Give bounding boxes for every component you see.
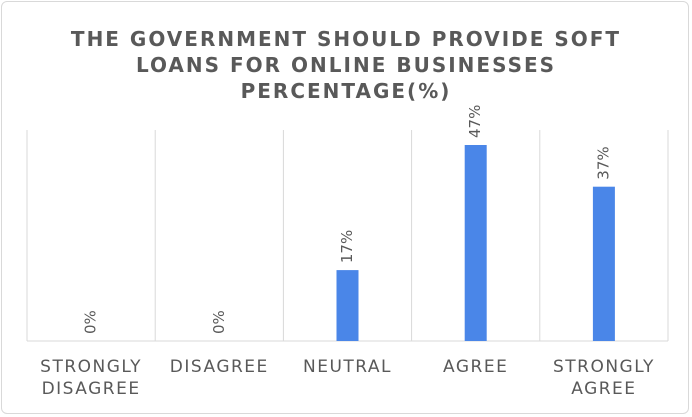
chart-title-line-2: LOANS FOR ONLINE BUSINESSES	[135, 53, 557, 77]
category-label-4-1: AGREE	[571, 379, 636, 399]
category-label-3-0: AGREE	[443, 357, 508, 377]
chart-title-line-3: PERCENTAGE(%)	[240, 79, 452, 103]
data-label-2: 17%	[338, 230, 356, 263]
bar-4	[592, 186, 615, 341]
category-label-4-0: STRONGLY	[553, 357, 655, 377]
data-label-3: 47%	[466, 105, 484, 138]
bar-2	[336, 270, 359, 341]
data-label-1: 0%	[210, 310, 228, 334]
category-label-1-0: DISAGREE	[170, 357, 269, 377]
category-label-0-1: DISAGREE	[42, 379, 141, 399]
bar-3	[464, 145, 487, 341]
chart-title-line-1: THE GOVERNMENT SHOULD PROVIDE SOFT	[70, 27, 622, 51]
chart-title: THE GOVERNMENT SHOULD PROVIDE SOFT LOANS…	[0, 26, 692, 104]
data-label-0: 0%	[82, 310, 100, 334]
category-label-2-0: NEUTRAL	[303, 357, 392, 377]
data-label-4: 37%	[594, 146, 612, 179]
category-label-0-0: STRONGLY	[40, 357, 142, 377]
